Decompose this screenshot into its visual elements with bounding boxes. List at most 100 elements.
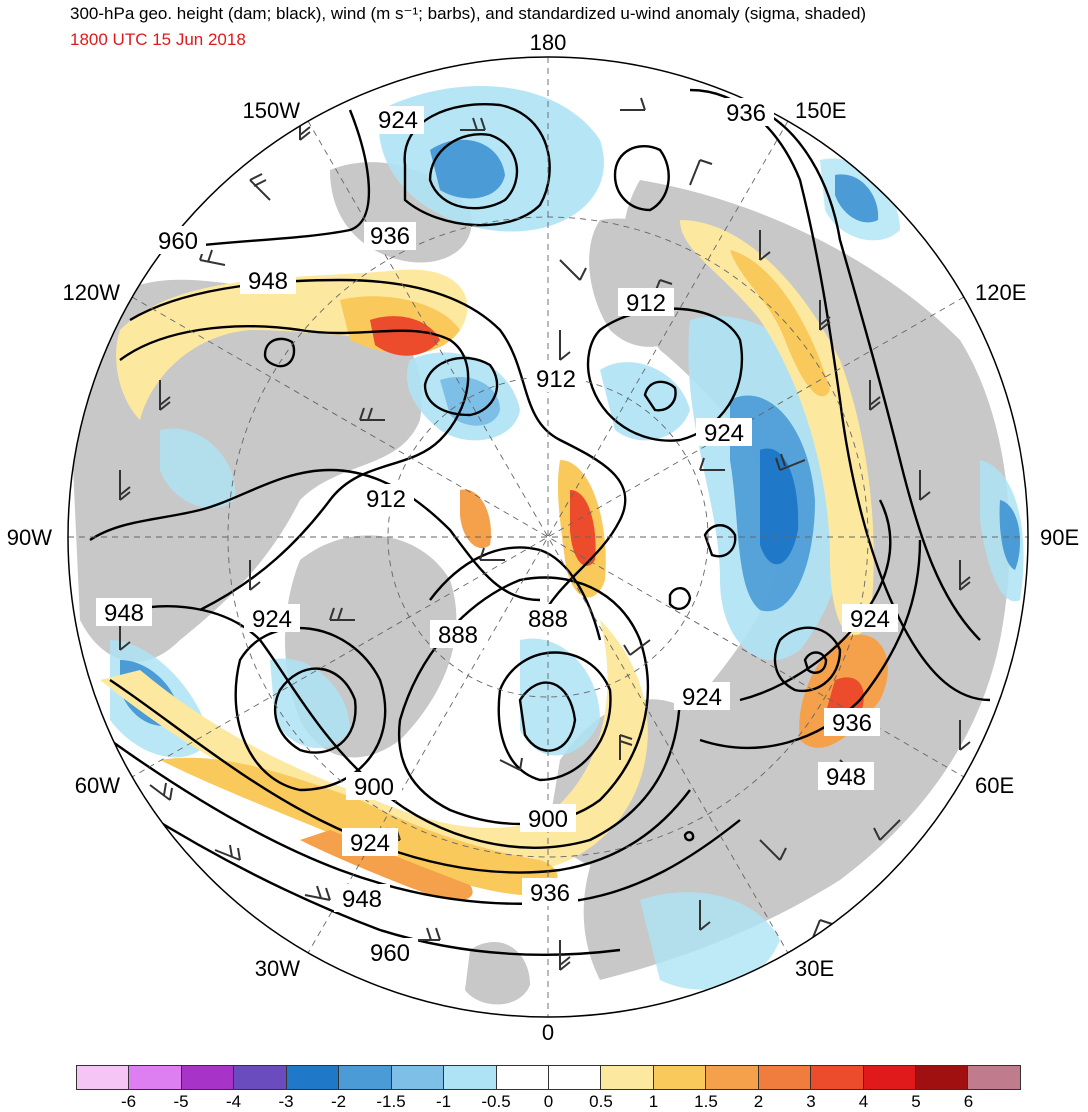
contour-label: 936 (530, 880, 570, 907)
colorbar-swatch (234, 1066, 287, 1089)
wind-barb (759, 839, 787, 861)
contour-label-bg (244, 604, 300, 632)
colorbar-ticks: -6 -5 -4 -3 -2 -1.5 -1 -0.5 0 0.5 1 1.5 2 3 4 5 6 (76, 1092, 1021, 1112)
wind-barb (559, 940, 571, 971)
colorbar-tick-label: 5 (911, 1092, 921, 1111)
lon-label-90e: 90E (1040, 525, 1079, 550)
colorbar-tick-label: -0.5 (481, 1092, 511, 1111)
colorbar-tick-label: 1.5 (694, 1092, 718, 1111)
height-contour (497, 651, 612, 782)
height-contour (668, 587, 692, 610)
map-disk (68, 57, 1028, 1017)
longitude-labels: 180 150E 120E 90E 60E 30E 0 30W 60W 90W … (7, 30, 1079, 1045)
colorbar-tick-label: 1 (648, 1092, 659, 1111)
height-contour (428, 133, 519, 210)
wind-barb (499, 757, 523, 771)
colorbar-tick-label: -4 (225, 1092, 242, 1111)
colorbar-swatch (496, 1066, 549, 1089)
height-contour (759, 108, 981, 641)
contour-label: 936 (726, 100, 766, 127)
wind-barb (959, 720, 971, 751)
anomaly-region (160, 428, 236, 509)
contour-label-bg (364, 222, 416, 250)
contour-label-bg (150, 226, 206, 254)
british-isles-land (465, 942, 530, 1005)
colorbar-tick-label: 0.5 (589, 1092, 613, 1111)
anomaly-region (520, 638, 600, 756)
wind-barb (479, 547, 505, 561)
colorbar-swatch (863, 1066, 916, 1089)
colorbar-swatch (601, 1066, 654, 1089)
colorbar-tick-label: 0 (543, 1092, 554, 1111)
colorbar-swatch (391, 1066, 445, 1089)
colorbar-swatch (758, 1066, 812, 1089)
lon-label-150w: 150W (243, 98, 301, 123)
anomaly-region (370, 316, 440, 356)
height-contour (803, 651, 828, 674)
height-contour (89, 468, 541, 602)
contour-label: 912 (366, 486, 406, 513)
height-contour (273, 667, 357, 754)
colorbar-swatch (129, 1066, 182, 1089)
contour-label-bg (346, 772, 402, 800)
height-contour (397, 576, 650, 826)
wind-barb (689, 159, 713, 186)
contour-label-bg (362, 938, 418, 966)
contour-label: 924 (850, 606, 890, 633)
contour-label: 924 (682, 684, 722, 711)
anomaly-region (460, 489, 491, 549)
height-contour (429, 546, 602, 641)
height-contour (119, 325, 470, 612)
height-contour (159, 109, 371, 252)
contour-label: 924 (252, 606, 292, 633)
colorbar-swatch (811, 1066, 864, 1089)
height-contour (699, 539, 922, 750)
contour-label: 948 (248, 268, 288, 295)
colorbar-tick-label: 2 (753, 1092, 764, 1111)
lon-label-180: 180 (530, 30, 567, 55)
anomaly-region (160, 757, 558, 895)
contour-label-bg (618, 288, 674, 316)
contour-label: 924 (704, 420, 744, 447)
lon-label-90w: 90W (7, 525, 52, 550)
colorbar-swatch (181, 1066, 235, 1089)
lon-label-60e: 60E (975, 773, 1014, 798)
contour-label-bg (818, 762, 874, 790)
height-contour (773, 626, 842, 693)
colorbar-swatch (77, 1066, 130, 1089)
anomaly-region (835, 174, 879, 223)
polar-map: 924 960 948 936 936 912 912 924 912 924 … (7, 30, 1079, 1045)
contour-label-bg (358, 484, 414, 512)
contour-label: 960 (370, 940, 410, 967)
height-contour (139, 808, 621, 957)
contour-label-bg (528, 364, 584, 392)
wind-barb (149, 782, 173, 801)
wind-barb (359, 407, 385, 421)
wind-barb (329, 607, 355, 621)
height-contour (423, 356, 499, 417)
contour-label: 888 (528, 606, 568, 633)
height-contours (89, 88, 991, 957)
height-contour (683, 830, 695, 842)
colorbar-tick-label: -2 (330, 1092, 347, 1111)
anomaly-region (430, 139, 505, 199)
wind-barb (919, 470, 931, 501)
contour-label-bg (696, 418, 752, 446)
colorbar-tick-label: 6 (963, 1092, 974, 1111)
wind-barb (775, 453, 806, 471)
wind-barb (214, 844, 241, 861)
height-contour (234, 626, 387, 792)
contour-label: 948 (104, 600, 144, 627)
map-border (67, 56, 1029, 1018)
lon-label-150e: 150E (795, 98, 846, 123)
wind-barb (249, 173, 271, 201)
height-contour (613, 145, 670, 212)
wind-barb (119, 470, 131, 501)
contour-label-bg (96, 598, 152, 626)
lon-label-30w: 30W (255, 956, 300, 981)
colorbar-swatch (548, 1066, 602, 1089)
colorbar-swatch (444, 1066, 497, 1089)
wind-barb (959, 560, 971, 591)
contour-label: 888 (438, 622, 478, 649)
colorbar-swatch (916, 1066, 969, 1089)
